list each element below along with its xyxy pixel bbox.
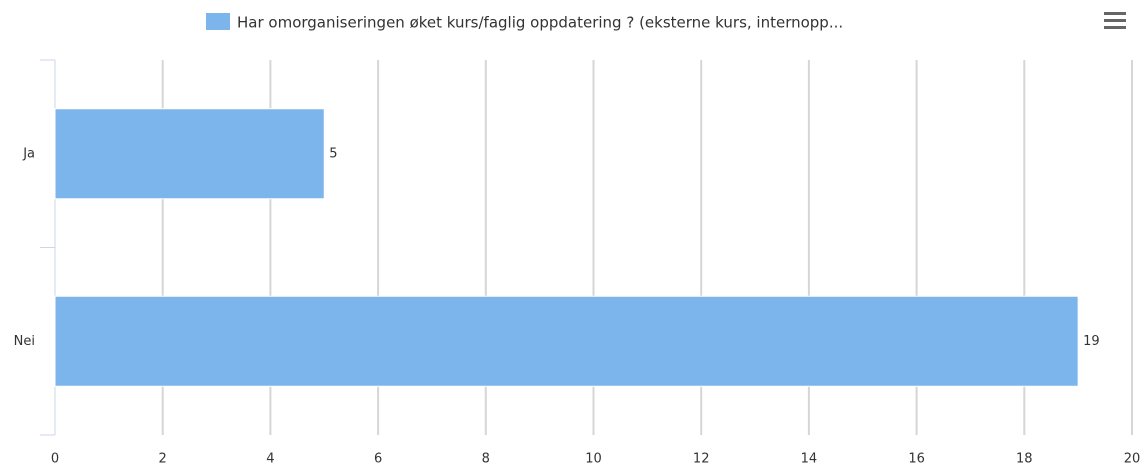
x-tick-label: 18 bbox=[1016, 452, 1033, 467]
bar bbox=[54, 295, 1079, 387]
x-tick-label: 12 bbox=[693, 452, 710, 467]
y-tick-label: Ja bbox=[22, 146, 35, 161]
x-tick-label: 0 bbox=[51, 452, 59, 467]
legend-label: Har omorganiseringen øket kurs/faglig op… bbox=[237, 14, 843, 32]
legend-item[interactable]: Har omorganiseringen øket kurs/faglig op… bbox=[206, 13, 843, 32]
x-tick-label: 16 bbox=[908, 452, 925, 467]
legend-swatch bbox=[206, 13, 230, 30]
y-tick-label: Nei bbox=[14, 334, 35, 349]
menu-button[interactable] bbox=[1104, 12, 1126, 29]
x-tick-label: 8 bbox=[482, 452, 490, 467]
x-tick-label: 2 bbox=[159, 452, 167, 467]
menu-icon-bar bbox=[1104, 12, 1126, 15]
x-tick-label: 4 bbox=[266, 452, 274, 467]
data-label: 5 bbox=[329, 146, 337, 161]
x-tick-label: 20 bbox=[1124, 452, 1141, 467]
data-label: 19 bbox=[1083, 334, 1100, 349]
bar bbox=[54, 108, 325, 200]
x-tick-label: 10 bbox=[585, 452, 602, 467]
x-tick-label: 6 bbox=[374, 452, 382, 467]
x-tick-label: 14 bbox=[801, 452, 818, 467]
menu-icon-bar bbox=[1104, 19, 1126, 22]
menu-icon-bar bbox=[1104, 26, 1126, 29]
